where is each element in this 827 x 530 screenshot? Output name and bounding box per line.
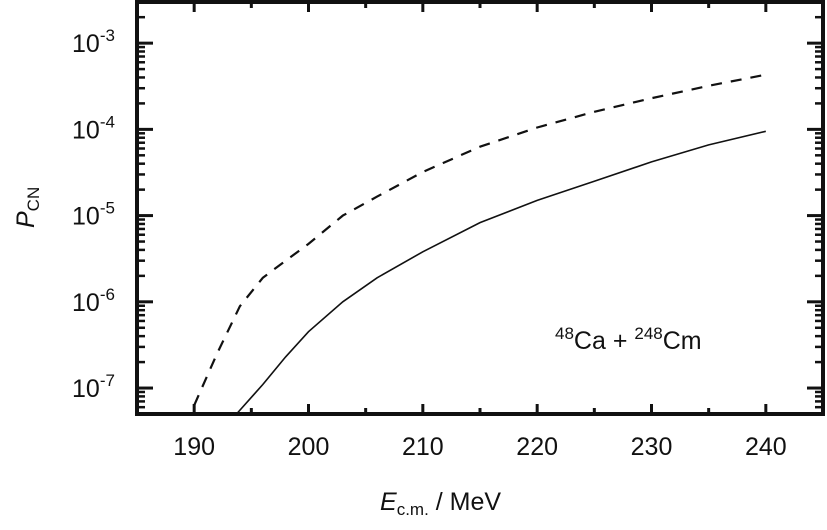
x-axis-label: Ec.m. / MeV	[380, 488, 501, 519]
x-tick-label: 220	[516, 433, 558, 461]
annotation-reaction: 48Ca + 248Cm	[555, 324, 702, 355]
x-tick-labels: 190 200 210 220 230 240	[173, 433, 786, 461]
series-dashed-line	[193, 73, 767, 406]
y-tick-label: 10-7	[72, 371, 115, 403]
x-tick-label: 210	[402, 433, 444, 461]
axis-ticks	[135, 0, 825, 416]
x-tick-label: 240	[745, 433, 787, 461]
series-solid-line	[235, 130, 766, 415]
y-axis-label: PCN	[12, 187, 43, 228]
plot-frame	[135, 0, 825, 416]
y-tick-label: 10-3	[72, 26, 115, 58]
y-tick-labels: 10-3 10-4 10-5 10-6 10-7	[72, 26, 115, 403]
y-tick-label: 10-4	[72, 112, 115, 144]
x-tick-label: 230	[631, 433, 673, 461]
y-tick-label: 10-6	[72, 285, 115, 317]
y-tick-label: 10-5	[72, 199, 115, 231]
series-lines	[193, 73, 767, 415]
x-tick-label: 190	[173, 433, 215, 461]
x-tick-label: 200	[288, 433, 330, 461]
